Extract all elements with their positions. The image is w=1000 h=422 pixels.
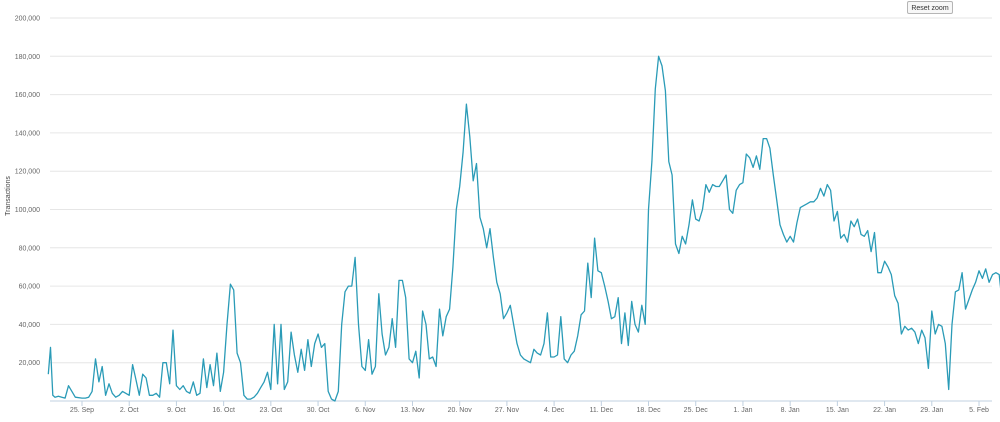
x-tick-label: 22. Jan	[873, 407, 896, 414]
x-tick-label: 25. Dec	[684, 407, 709, 414]
x-tick-label: 2. Oct	[120, 407, 139, 414]
x-tick-label: 16. Oct	[212, 407, 235, 414]
y-tick-label: 120,000	[15, 169, 40, 176]
y-tick-label: 100,000	[15, 207, 40, 214]
y-tick-label: 200,000	[15, 16, 40, 23]
x-tick-label: 9. Oct	[167, 407, 186, 414]
x-tick-label: 25. Sep	[70, 407, 94, 414]
x-tick-label: 4. Dec	[544, 407, 565, 414]
x-tick-label: 1. Jan	[733, 407, 752, 414]
x-tick-label: 30. Oct	[307, 407, 330, 414]
y-axis-tick-labels: 20,000 40,000 60,000 80,000 100,000 120,000 14…	[15, 16, 40, 368]
y-tick-label: 160,000	[15, 92, 40, 99]
x-tick-label: 23. Oct	[260, 407, 283, 414]
y-tick-label: 20,000	[19, 360, 41, 367]
x-tick-label: 20. Nov	[448, 407, 473, 414]
y-tick-label: 140,000	[15, 130, 40, 137]
y-tick-label: 40,000	[19, 322, 41, 329]
x-tick-label: 6. Nov	[355, 407, 376, 414]
x-tick-label: 27. Nov	[495, 407, 520, 414]
x-tick-label: 29. Jan	[920, 407, 943, 414]
gridlines	[50, 17, 992, 364]
y-tick-label: 80,000	[19, 245, 41, 252]
transactions-series-line	[47, 55, 1000, 402]
x-axis: 25. Sep 2. Oct 9. Oct 16. Oct 23. Oct 30. Oct…	[50, 400, 992, 414]
reset-zoom-button[interactable]: Reset zoom	[907, 1, 953, 14]
x-tick-label: 13. Nov	[400, 407, 425, 414]
y-tick-label: 60,000	[19, 284, 41, 291]
y-axis-title: Transactions	[5, 176, 12, 216]
x-tick-label: 11. Dec	[590, 407, 614, 414]
y-tick-label: 180,000	[15, 54, 40, 61]
x-tick-label: 18. Dec	[636, 407, 661, 414]
x-tick-label: 8. Jan	[781, 407, 800, 414]
x-tick-label: 5. Feb	[969, 407, 989, 414]
x-tick-label: 15. Jan	[826, 407, 849, 414]
